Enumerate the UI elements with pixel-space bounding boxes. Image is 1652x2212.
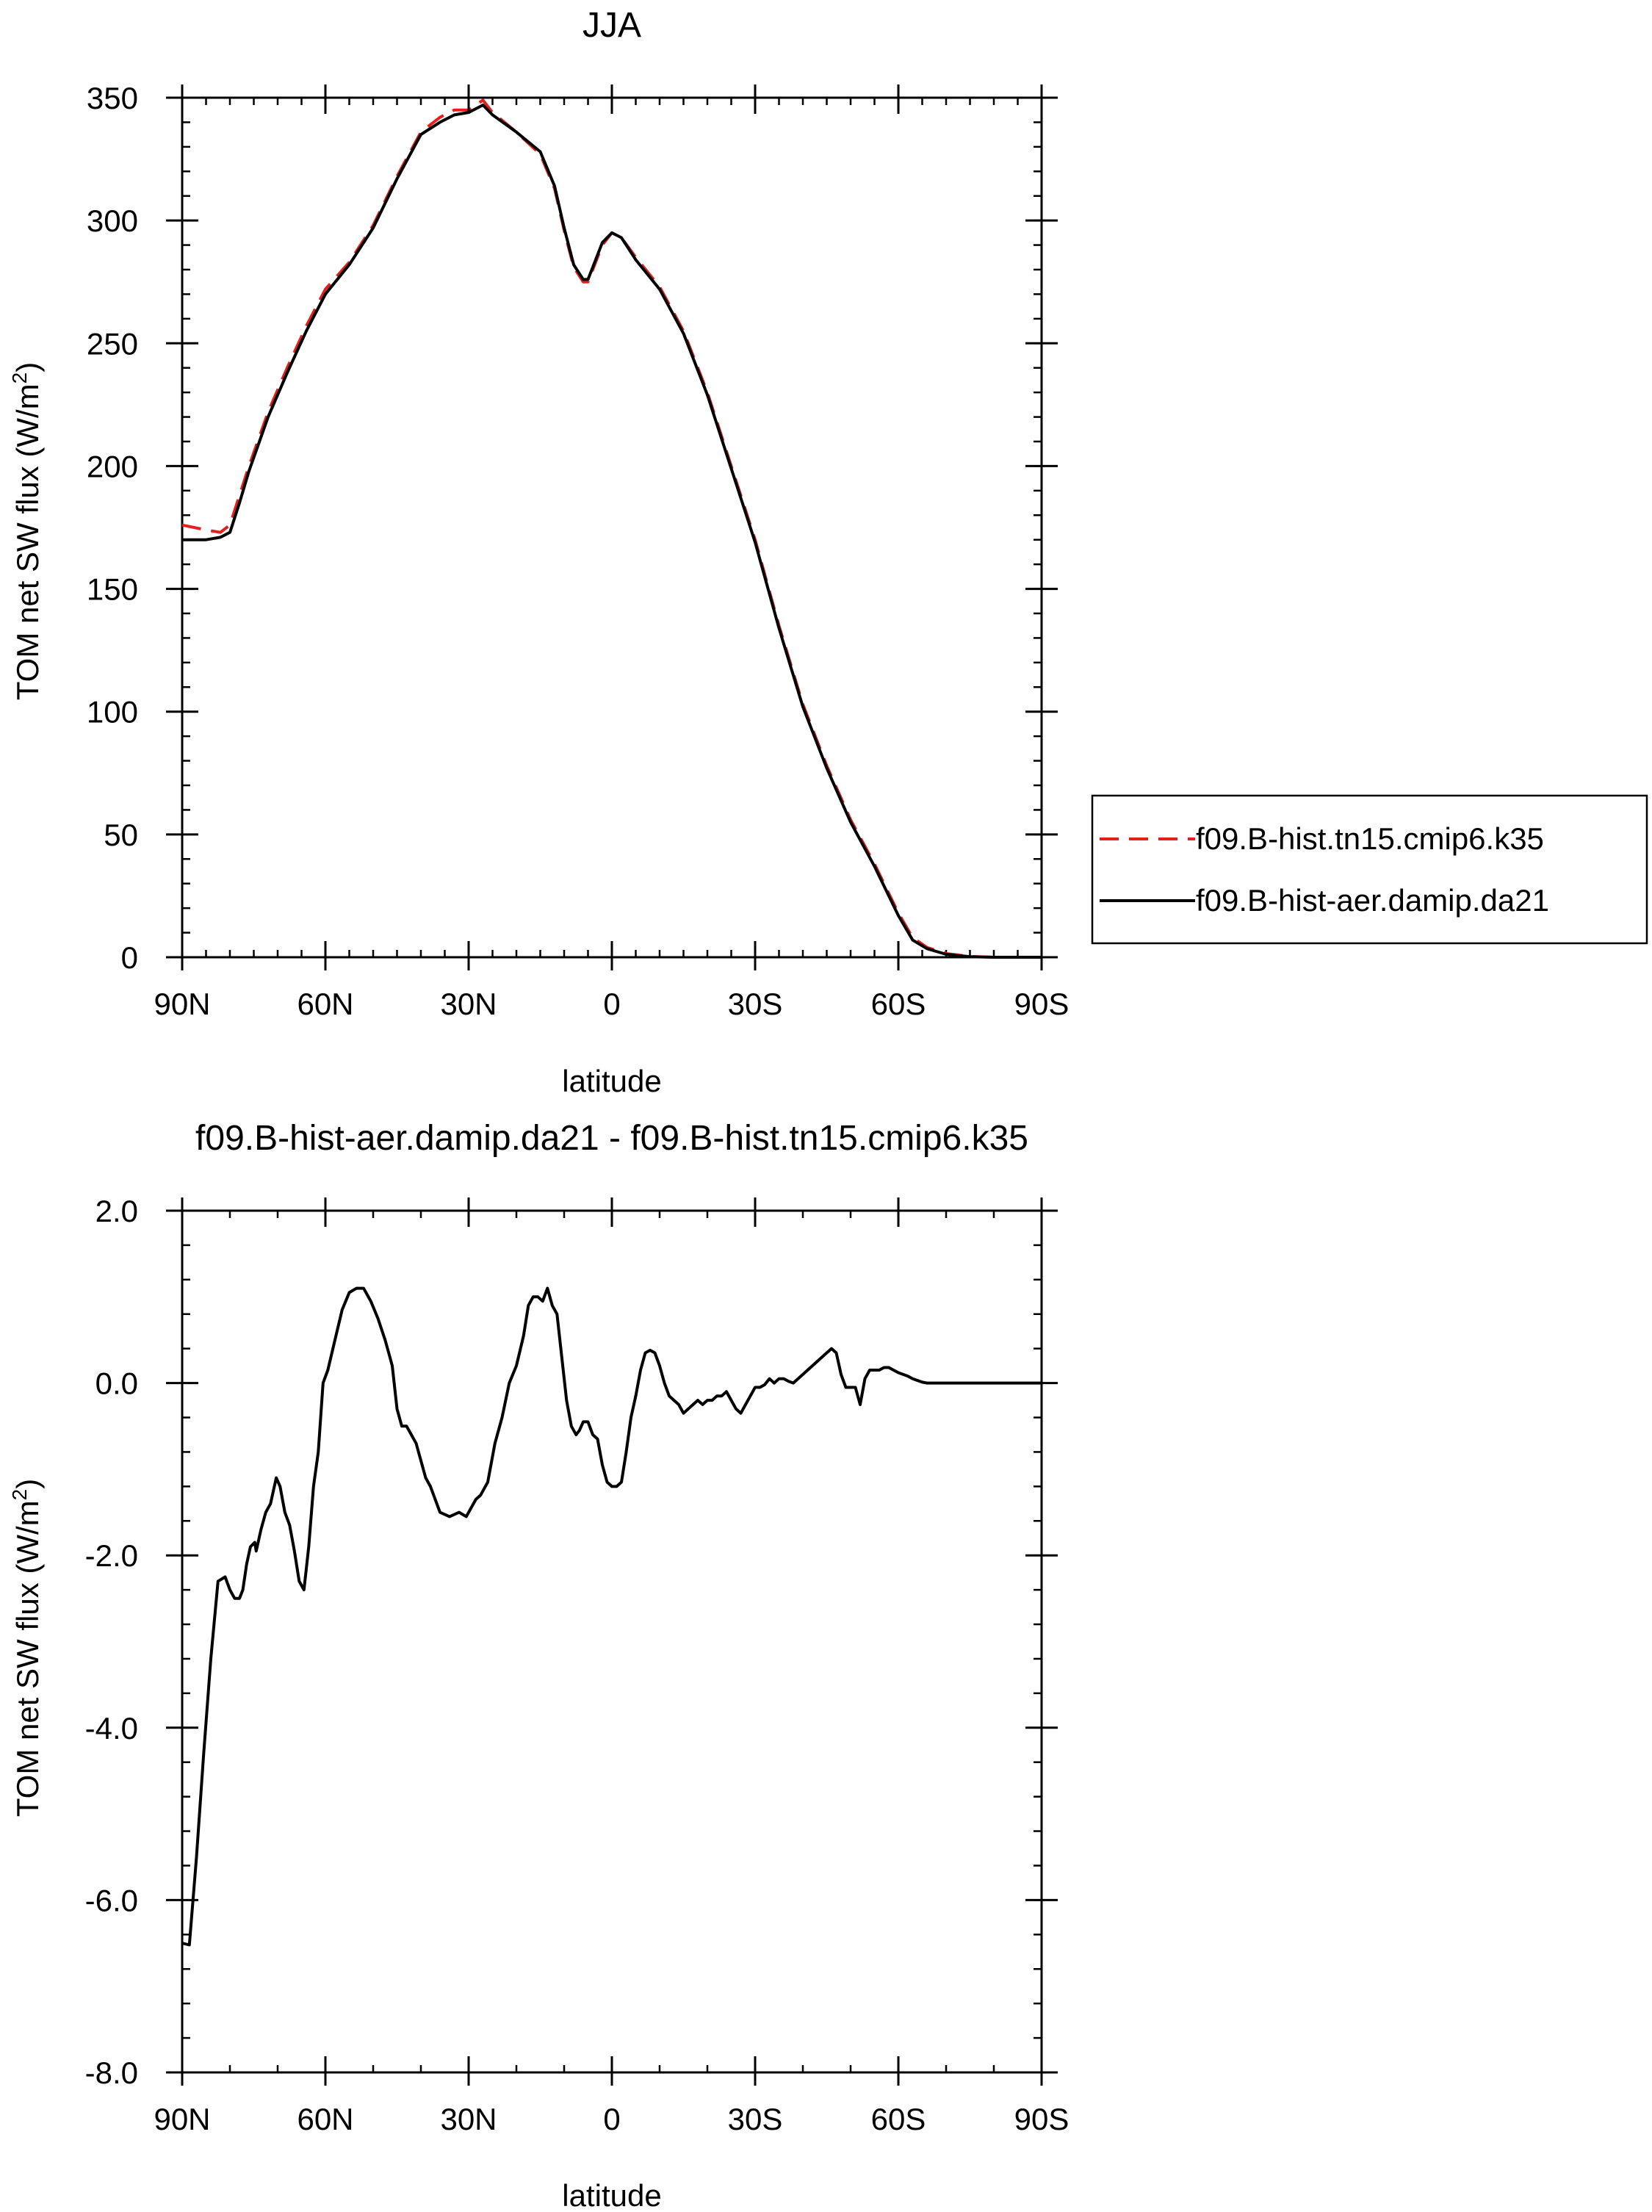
chart-top-y-tick-label: 300: [87, 203, 138, 238]
chart-bottom-x-tick-label: 60S: [871, 2102, 926, 2136]
chart-bottom-y-tick-label: -6.0: [85, 1883, 138, 1917]
chart-top-lines: [181, 98, 1042, 959]
chart-bottom-x-tick-label: 0: [603, 2102, 620, 2136]
chart-bottom-x-tick-label: 30N: [440, 2102, 497, 2136]
legend-label-series-2: f09.B-hist-aer.damip.da21: [1196, 883, 1549, 918]
chart-top-ticks: 90N 60N 30N 0 30S 60S 90S 0 50 100 150 200 250 300 350: [87, 81, 1069, 1021]
legend-label-series-1: f09.B-hist.tn15.cmip6.k35: [1196, 821, 1544, 856]
chart-bottom-frame: [181, 1209, 1043, 2074]
chart-bottom-lines: [181, 1286, 1042, 1947]
chart-top-x-tick-label: 0: [603, 987, 620, 1021]
svg-text:TOM net SW flux (W/m2): TOM net SW flux (W/m2): [8, 1479, 45, 1817]
chart-top-axes: [181, 96, 1043, 959]
chart-bottom-y-tick-label: -4.0: [85, 1711, 138, 1746]
chart-top-y-tick-label: 150: [87, 572, 138, 607]
chart-bottom-title: f09.B-hist-aer.damip.da21 - f09.B-hist.t…: [195, 1119, 1028, 1158]
chart-bottom-x-tick-label: 30S: [728, 2102, 783, 2136]
chart-top-y-tick-label: 50: [104, 818, 138, 852]
chart-bottom-y-tick-label: -8.0: [85, 2056, 138, 2090]
chart-top-x-tick-label: 90N: [154, 987, 210, 1021]
chart-bottom-ylabel-text: TOM net SW flux (W/m: [10, 1500, 45, 1817]
chart-bottom-ylabel-end: ): [10, 1479, 45, 1489]
chart-top-x-tick-label: 60N: [297, 987, 353, 1021]
chart-bottom-ticks: 90N 60N 30N 0 30S 60S 90S 2.0 0.0 -2.0 -4.0 -6.0 -8.…: [85, 1194, 1070, 2136]
chart-bottom-x-tick-label: 90N: [154, 2102, 210, 2136]
chart-top-y-tick-label: 350: [87, 81, 138, 115]
chart-bottom-y-tick-label: 0.0: [95, 1366, 138, 1401]
chart-top-title: JJA: [582, 6, 641, 45]
chart-bottom-y-tick-label: 2.0: [95, 1194, 138, 1228]
chart-top-series-1-line: [181, 98, 1042, 959]
chart-bottom-xlabel: latitude: [562, 2178, 661, 2212]
chart-top-xlabel: latitude: [562, 1064, 661, 1098]
chart-bottom-x-tick-label: 90S: [1014, 2102, 1070, 2136]
svg-text:TOM net SW flux (W/m2): TOM net SW flux (W/m2): [8, 362, 45, 701]
chart-top-ylabel-end: ): [10, 362, 45, 372]
chart-top-series-2-line: [182, 104, 1042, 959]
chart-bottom-x-tick-label: 60N: [297, 2102, 353, 2136]
chart-bottom: f09.B-hist-aer.damip.da21 - f09.B-hist.t…: [8, 1119, 1069, 2212]
chart-top-ylabel-text: TOM net SW flux (W/m: [10, 383, 45, 700]
chart-top-x-tick-label: 60S: [871, 987, 926, 1021]
chart-top-frame: [181, 96, 1043, 959]
chart-top: JJA TOM net SW flux (W/m2) latitude 90N 6…: [8, 6, 1648, 1098]
chart-top-ylabel: TOM net SW flux (W/m2): [8, 362, 45, 701]
chart-bottom-series-1-line: [181, 1286, 1042, 1947]
chart-bottom-axes: [181, 1209, 1043, 2074]
chart-top-x-tick-label: 90S: [1014, 987, 1070, 1021]
chart-bottom-ylabel-sup: 2: [8, 1489, 31, 1501]
legend: f09.B-hist.tn15.cmip6.k35 f09.B-hist-aer…: [1091, 794, 1648, 945]
chart-top-y-tick-label: 200: [87, 449, 138, 483]
chart-top-y-tick-label: 250: [87, 326, 138, 361]
legend-box: [1091, 794, 1648, 945]
chart-bottom-ylabel: TOM net SW flux (W/m2): [8, 1479, 45, 1817]
chart-top-x-tick-label: 30S: [728, 987, 783, 1021]
chart-bottom-y-tick-label: -2.0: [85, 1538, 138, 1573]
chart-top-x-tick-label: 30N: [440, 987, 497, 1021]
chart-top-y-tick-label: 0: [121, 940, 138, 975]
chart-top-ylabel-sup: 2: [8, 372, 31, 384]
chart-top-y-tick-label: 100: [87, 695, 138, 729]
